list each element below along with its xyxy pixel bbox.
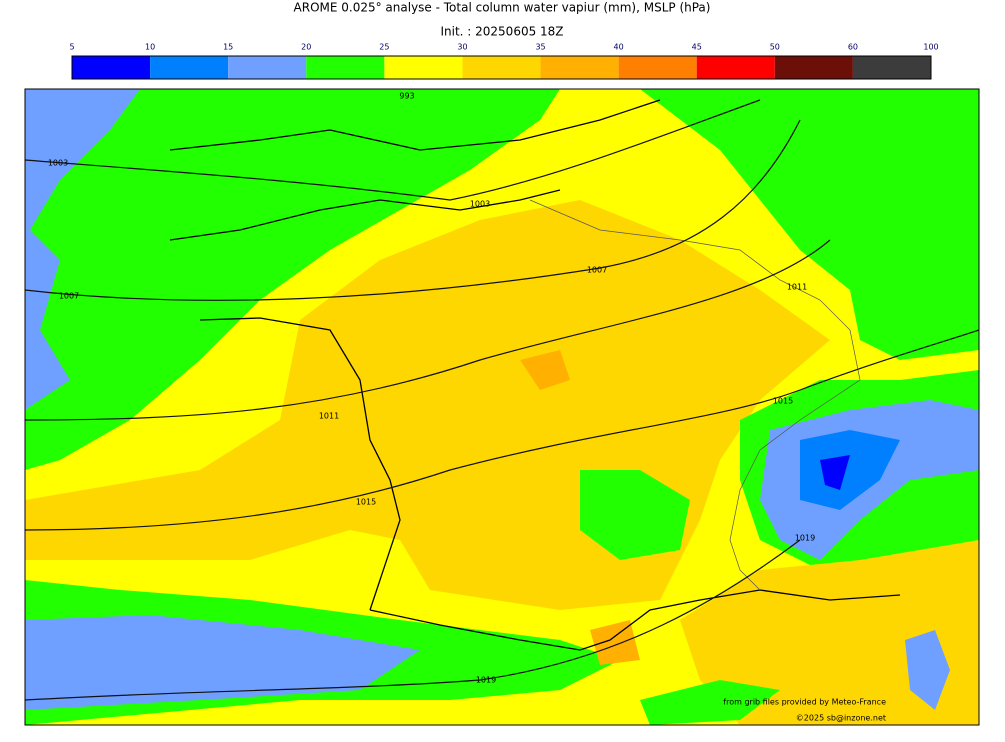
colorbar-frame (71, 55, 932, 80)
colorbar-bin (852, 56, 931, 79)
title: AROME 0.025° analyse - Total column wate… (294, 1, 711, 15)
colorbar-bin (696, 56, 775, 79)
colorbar-bin (462, 56, 541, 79)
isobar-labels: 993 1003 1003 1007 1007 1011 1011 1015 1… (48, 92, 815, 685)
colorbar-bin (774, 56, 853, 79)
colorbar-tick-label: 5 (69, 43, 74, 52)
colorbar-tick-label: 25 (379, 43, 389, 52)
coastline (169, 99, 661, 241)
field-green-massif (580, 470, 690, 560)
isobar-label: 1015 (773, 397, 793, 406)
field-blue-west (25, 89, 140, 410)
colorbar-tick-label: 50 (770, 43, 780, 52)
credit: from grib files provided by Meteo-France (723, 698, 886, 707)
isobar-label: 1015 (356, 498, 376, 507)
field-orange-med (680, 540, 979, 725)
field-blue-pyrenees (25, 615, 420, 710)
isobar-label: 1011 (319, 412, 339, 421)
colorbar-bin (72, 56, 151, 79)
colorbar-bin (306, 56, 385, 79)
colorbar-bin (540, 56, 619, 79)
field-orange-patch (520, 350, 570, 390)
isobar-label: 993 (399, 92, 414, 101)
coastline (199, 317, 901, 651)
colorbar-tick-label: 30 (457, 43, 467, 52)
colorbar-tick-label: 60 (848, 43, 858, 52)
colorbar-tick-label: 10 (145, 43, 155, 52)
colorbar-tick-label: 35 (535, 43, 545, 52)
colorbar-tick-label: 20 (301, 43, 311, 52)
colorbar-tick-label: 100 (923, 43, 938, 52)
isobar (25, 539, 801, 701)
colorbar-tick-label: 40 (614, 43, 624, 52)
isobar-label: 1003 (470, 200, 490, 209)
isobar-label: 1003 (48, 159, 68, 168)
colorbar-bin (618, 56, 697, 79)
isobar (25, 99, 761, 201)
init-time: Init. : 20250605 18Z (440, 25, 563, 39)
isobar-label: 1007 (587, 266, 607, 275)
colorbar-bin (150, 56, 229, 79)
isobar-label: 1019 (795, 534, 815, 543)
border (529, 199, 861, 591)
field-green-west (25, 89, 560, 470)
copyright: ©2025 sb@inzone.net (796, 714, 886, 723)
isobar-label: 1011 (787, 283, 807, 292)
colorbar-tick-label: 15 (223, 43, 233, 52)
isobar (25, 119, 801, 301)
colorbar-bin (228, 56, 307, 79)
field-blue-alps-core (800, 430, 900, 510)
colorbar: 5 10 15 20 25 30 35 40 45 50 60 100 (69, 43, 939, 80)
field-darkblue-alps (820, 455, 850, 490)
colorbar-tick-label: 45 (692, 43, 702, 52)
field-orange-patch (590, 620, 640, 665)
map: 993 1003 1003 1007 1007 1011 1011 1015 1… (25, 89, 979, 725)
field-green-med (640, 680, 780, 725)
field-green-ne (640, 89, 979, 360)
isobar (25, 329, 979, 531)
colorbar-bin (384, 56, 463, 79)
isobar (25, 239, 831, 421)
isobar-label: 1007 (59, 292, 79, 301)
map-frame (24, 88, 980, 726)
isobar-label: 1019 (476, 676, 496, 685)
field-corsica (905, 630, 950, 710)
